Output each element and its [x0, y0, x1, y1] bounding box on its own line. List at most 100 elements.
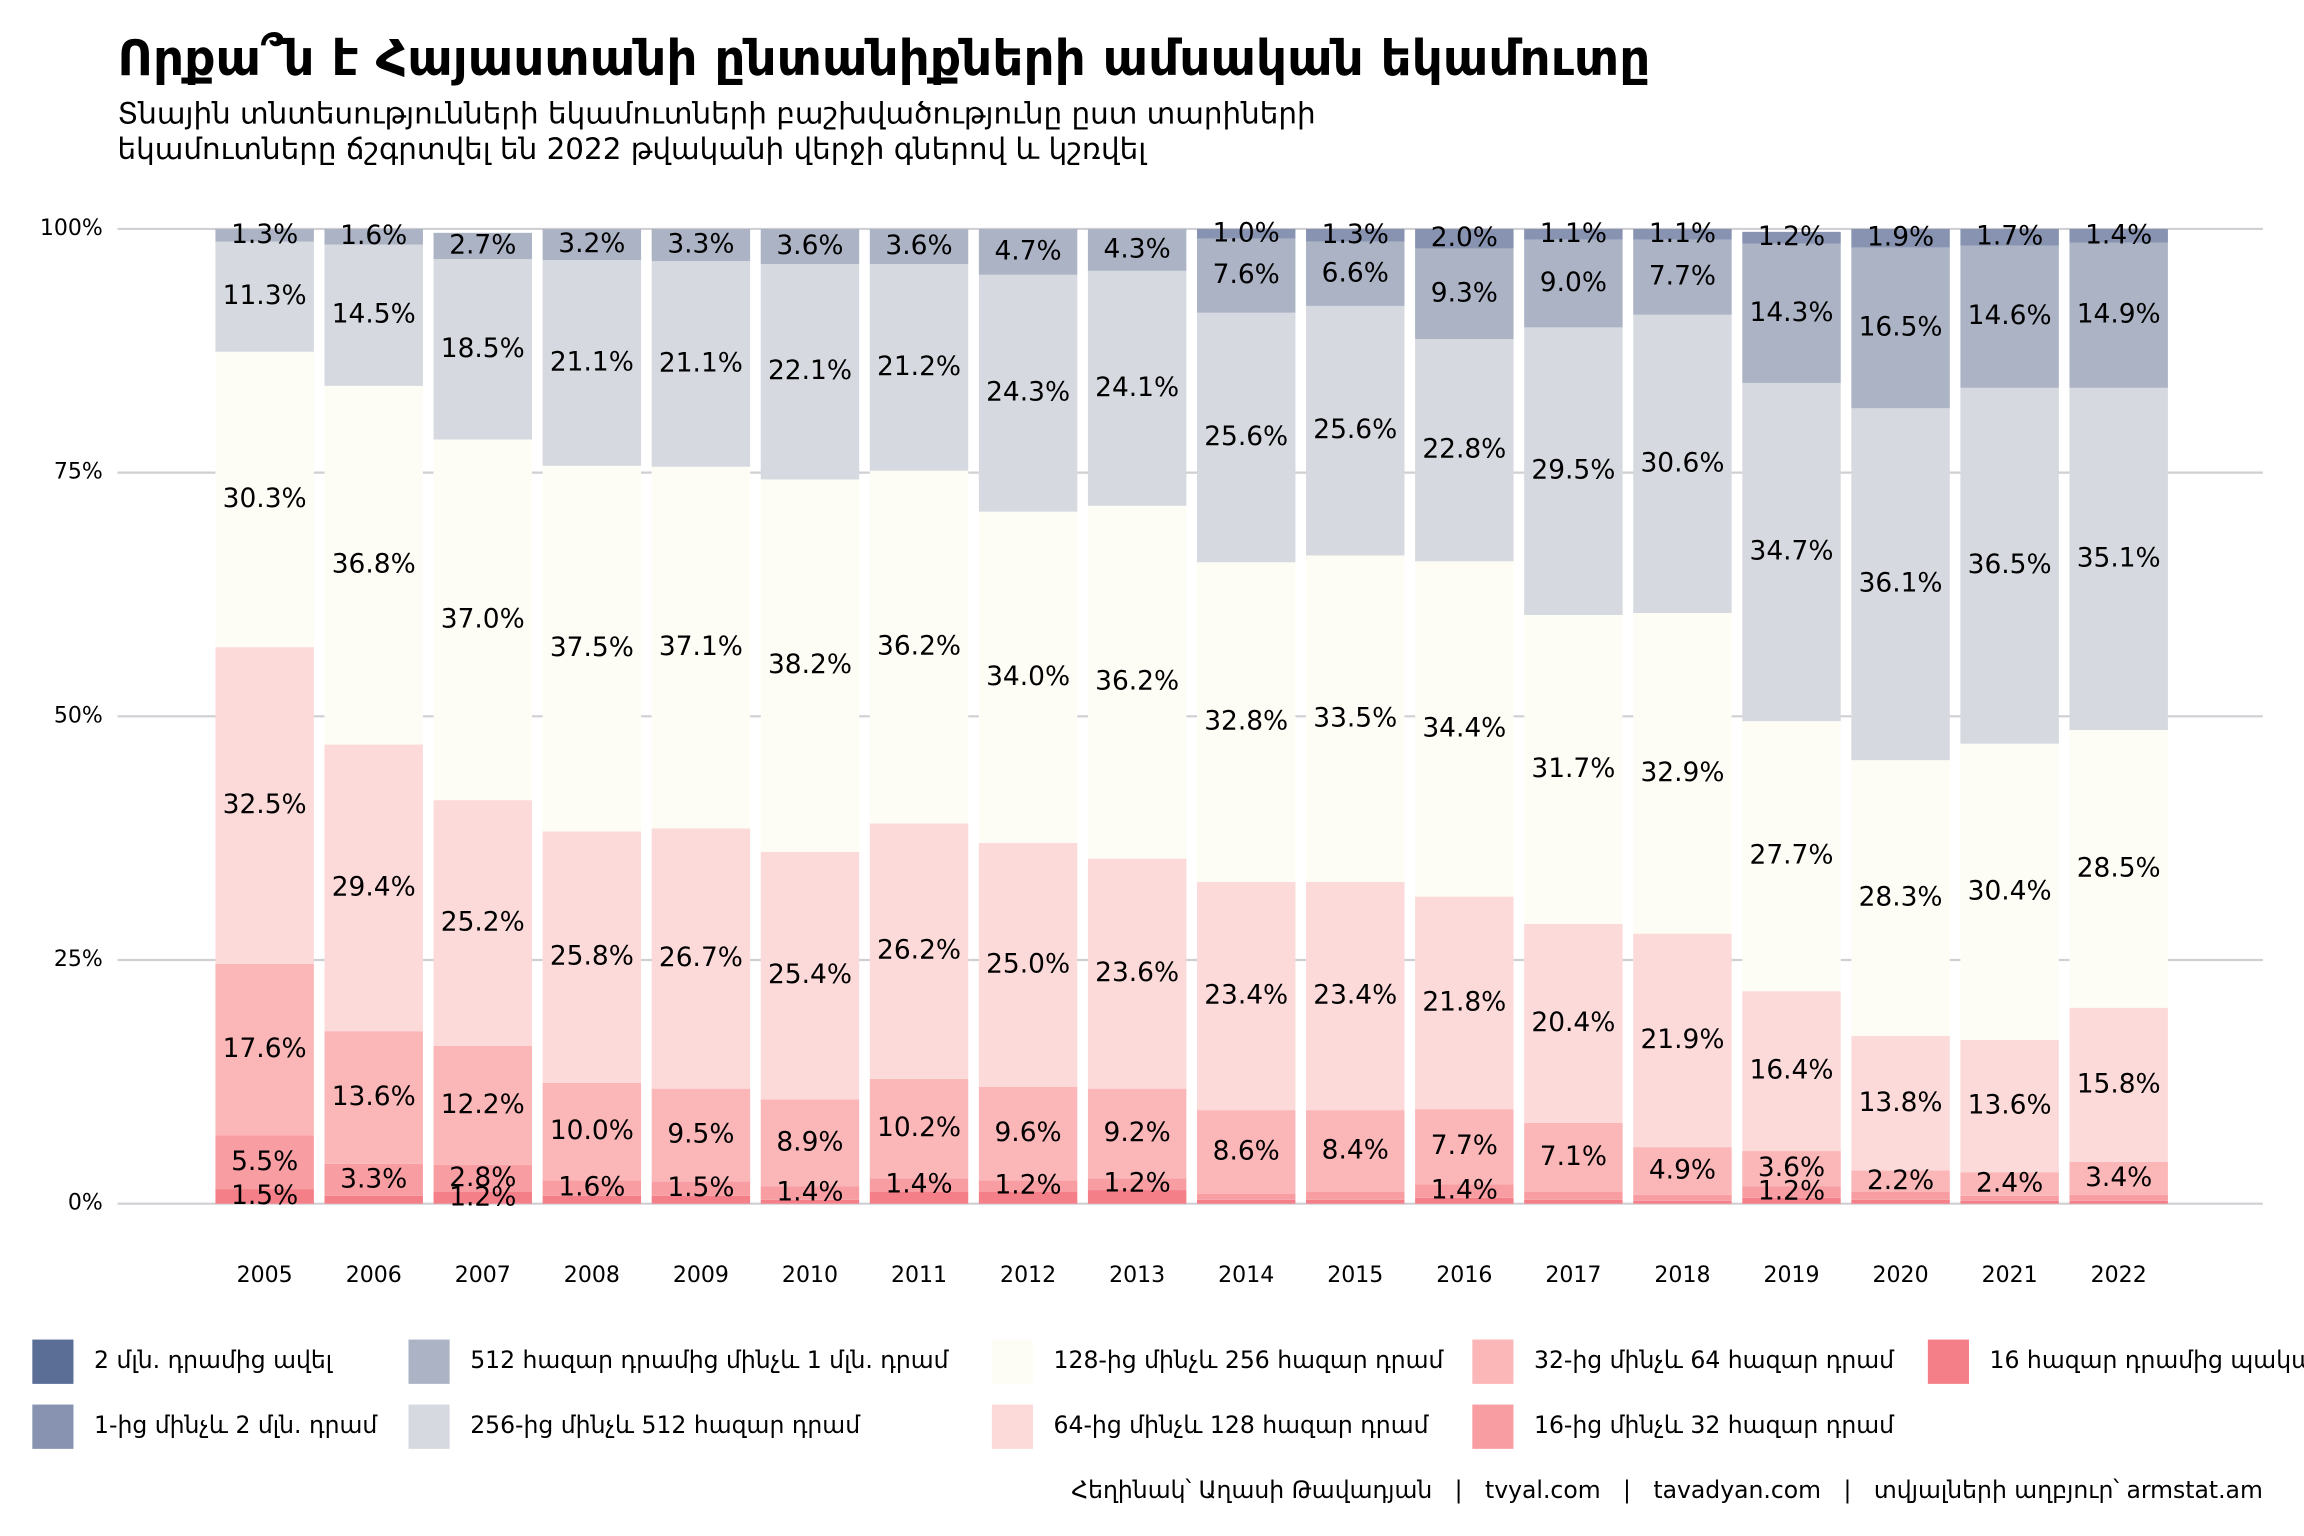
- bar-segment: [1960, 743, 2059, 1040]
- data-label: 12.2%: [441, 1089, 525, 1120]
- data-label: 37.0%: [441, 603, 525, 634]
- data-label: 13.6%: [332, 1081, 416, 1112]
- bar-segment: [1742, 1197, 1841, 1204]
- bar-segment: [324, 228, 423, 245]
- data-label: 36.2%: [1095, 666, 1179, 697]
- bar-segment: [869, 1178, 969, 1192]
- data-label: 29.5%: [1531, 455, 1615, 486]
- bar-segment: [1415, 1184, 1514, 1198]
- data-label: 1.9%: [1867, 222, 1934, 253]
- data-label: 35.1%: [2077, 542, 2161, 573]
- bar-segment: [542, 228, 642, 261]
- bar-segment: [760, 264, 860, 480]
- bar-segment: [2069, 729, 2168, 1008]
- data-label: 17.6%: [223, 1033, 307, 1064]
- data-label: 30.4%: [1968, 875, 2052, 906]
- data-label: 36.2%: [877, 631, 961, 662]
- bar-segment: [1415, 1109, 1514, 1185]
- data-label: 2.2%: [1867, 1165, 1934, 1196]
- bar-segment: [215, 1189, 314, 1204]
- x-tick-label: 2006: [346, 1262, 402, 1288]
- bar-segment: [433, 1045, 532, 1165]
- bar-segment: [651, 261, 751, 467]
- data-label: 9.5%: [667, 1118, 734, 1149]
- bar-segment: [1633, 228, 1732, 240]
- data-label: 13.6%: [1968, 1090, 2052, 1121]
- bar-segment: [1196, 882, 1296, 1111]
- data-label: 34.7%: [1750, 536, 1834, 567]
- bar-segment: [978, 228, 1078, 275]
- data-label: 16.5%: [1859, 311, 1943, 342]
- bar-segment: [1851, 1036, 1950, 1171]
- data-label: 1.1%: [1540, 218, 1607, 249]
- data-label: 1.5%: [231, 1180, 298, 1211]
- bar-segment: [1087, 1190, 1187, 1204]
- bar-segment: [1306, 1191, 1405, 1200]
- bar-segment: [1196, 1110, 1296, 1194]
- data-label: 21.8%: [1422, 986, 1506, 1017]
- data-label: 1.5%: [667, 1172, 734, 1203]
- legend-label: 128-ից մինչև 256 հազար դրամ: [1054, 1346, 1445, 1374]
- data-label: 18.5%: [441, 333, 525, 364]
- bar-segment: [1633, 314, 1732, 613]
- data-label: 32.9%: [1640, 757, 1724, 788]
- bar-segment: [869, 228, 969, 265]
- x-tick-label: 2009: [673, 1262, 729, 1288]
- data-label: 13.8%: [1859, 1087, 1943, 1118]
- bar-segment: [651, 1195, 751, 1204]
- bar-segment: [978, 511, 1078, 844]
- bar-segment: [978, 1086, 1078, 1181]
- data-label: 37.5%: [550, 632, 634, 663]
- x-tick-label: 2019: [1763, 1262, 1819, 1288]
- bar-segment: [215, 228, 314, 242]
- bar-segment: [1960, 1039, 2059, 1173]
- bar-segment: [542, 465, 642, 832]
- bar-segment: [433, 800, 532, 1046]
- y-tick-label: 100%: [40, 215, 103, 241]
- bar-segment: [542, 831, 642, 1083]
- bar-segment: [1633, 239, 1732, 315]
- bar-segment: [651, 1088, 751, 1182]
- legend-swatch: [1472, 1339, 1514, 1384]
- x-tick-label: 2008: [564, 1262, 620, 1288]
- data-label: 16.4%: [1750, 1055, 1834, 1086]
- data-label: 3.2%: [558, 228, 625, 259]
- bar-segment: [215, 1135, 314, 1190]
- bar-segment: [1633, 1194, 1732, 1201]
- data-label: 30.6%: [1640, 447, 1724, 478]
- bar-segment: [1087, 858, 1187, 1089]
- bar-segment: [869, 264, 969, 471]
- bar-segment: [2069, 1007, 2168, 1162]
- data-label: 22.1%: [768, 355, 852, 386]
- x-tick-label: 2015: [1327, 1262, 1383, 1288]
- data-label: 1.1%: [1649, 218, 1716, 249]
- data-label: 3.6%: [1758, 1152, 1825, 1183]
- bar-segment: [1524, 239, 1623, 328]
- bar-segment: [1196, 228, 1296, 239]
- data-label: 21.1%: [550, 346, 634, 377]
- bar-segment: [324, 244, 423, 386]
- bar-segment: [1851, 247, 1950, 409]
- bar-segment: [1087, 270, 1187, 506]
- bar-segment: [651, 828, 751, 1089]
- data-label: 15.8%: [2077, 1068, 2161, 1099]
- data-label: 9.6%: [995, 1117, 1062, 1148]
- data-label: 2.8%: [449, 1162, 516, 1193]
- bar-segment: [1524, 327, 1623, 615]
- bar-segment: [1524, 1122, 1623, 1192]
- caption: Հեղինակ՝ Աղասի Թավադյան | tvyal.com | ta…: [1071, 1476, 2263, 1504]
- bar-segment: [1960, 1200, 2059, 1204]
- data-label: 25.6%: [1313, 414, 1397, 445]
- data-label: 5.5%: [231, 1146, 298, 1177]
- bar-segment: [433, 1191, 532, 1204]
- bar-segment: [1633, 933, 1732, 1148]
- data-label: 1.0%: [1213, 217, 1280, 248]
- bar-segment: [1960, 245, 2059, 388]
- bar-segment: [542, 260, 642, 466]
- data-label: 9.2%: [1104, 1117, 1171, 1148]
- legend-swatch: [1927, 1339, 1969, 1384]
- bar-segment: [1196, 312, 1296, 563]
- bar-segment: [1306, 1199, 1405, 1204]
- data-label: 25.8%: [550, 941, 634, 972]
- legend-swatch: [408, 1404, 450, 1449]
